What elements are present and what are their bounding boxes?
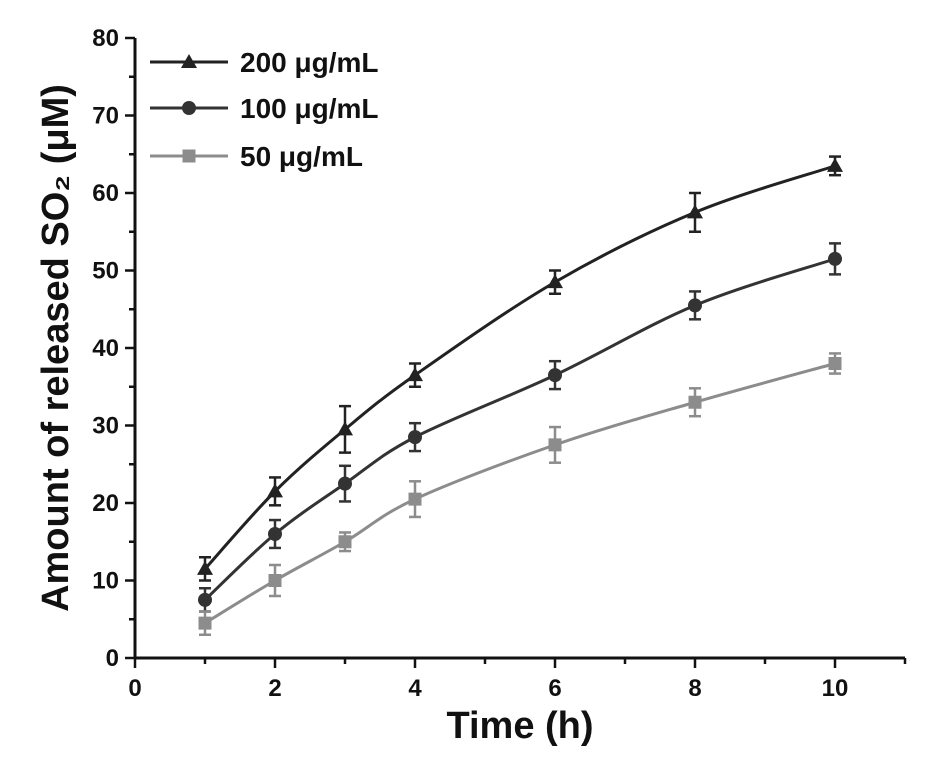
x-tick-label: 0 <box>128 675 141 702</box>
legend-item: 50 μg/mL <box>150 141 363 172</box>
legend-label: 100 μg/mL <box>240 93 379 124</box>
legend: 200 μg/mL 100 μg/mL 50 μg/mL <box>150 47 379 172</box>
x-tick-label: 2 <box>268 675 281 702</box>
circle-marker <box>548 368 562 382</box>
x-tick-label: 10 <box>822 675 849 702</box>
y-tick-label: 20 <box>92 490 119 517</box>
circle-marker <box>828 252 842 266</box>
y-tick-label: 30 <box>92 413 119 440</box>
x-tick-label: 4 <box>408 675 422 702</box>
circle-marker <box>182 101 196 115</box>
y-tick-label: 80 <box>92 25 119 52</box>
square-marker <box>549 438 562 451</box>
square-marker <box>689 396 702 409</box>
x-tick-label: 8 <box>688 675 701 702</box>
legend-item: 200 μg/mL <box>150 47 379 78</box>
series-triangle <box>197 157 843 581</box>
square-marker <box>829 357 842 370</box>
square-marker <box>183 150 196 163</box>
triangle-marker <box>547 274 563 288</box>
series-line <box>205 364 835 624</box>
circle-marker <box>268 527 282 541</box>
circle-marker <box>688 298 702 312</box>
triangle-marker <box>827 158 843 172</box>
series-circle <box>198 243 842 611</box>
series-line <box>205 166 835 569</box>
y-tick-label: 70 <box>92 103 119 130</box>
y-tick-label: 10 <box>92 568 119 595</box>
y-axis-title: Amount of released SO₂ (μM) <box>35 84 77 612</box>
series-line <box>205 259 835 600</box>
y-tick-label: 0 <box>106 645 119 672</box>
square-marker <box>269 574 282 587</box>
legend-label: 50 μg/mL <box>240 141 363 172</box>
square-marker <box>409 493 422 506</box>
y-tick-label: 50 <box>92 258 119 285</box>
y-tick-label: 40 <box>92 335 119 362</box>
circle-marker <box>408 430 422 444</box>
legend-item: 100 μg/mL <box>150 93 379 124</box>
circle-marker <box>338 477 352 491</box>
x-axis-title: Time (h) <box>446 705 593 747</box>
x-tick-label: 6 <box>548 675 561 702</box>
series-layer <box>197 157 843 635</box>
square-marker <box>199 617 212 630</box>
triangle-marker <box>407 367 423 381</box>
circle-marker <box>198 593 212 607</box>
axes: 0 2 4 6 8 10 0 10 20 30 40 50 60 70 80 <box>92 25 905 702</box>
legend-label: 200 μg/mL <box>240 47 379 78</box>
series-square <box>199 353 842 634</box>
square-marker <box>339 535 352 548</box>
y-tick-label: 60 <box>92 180 119 207</box>
